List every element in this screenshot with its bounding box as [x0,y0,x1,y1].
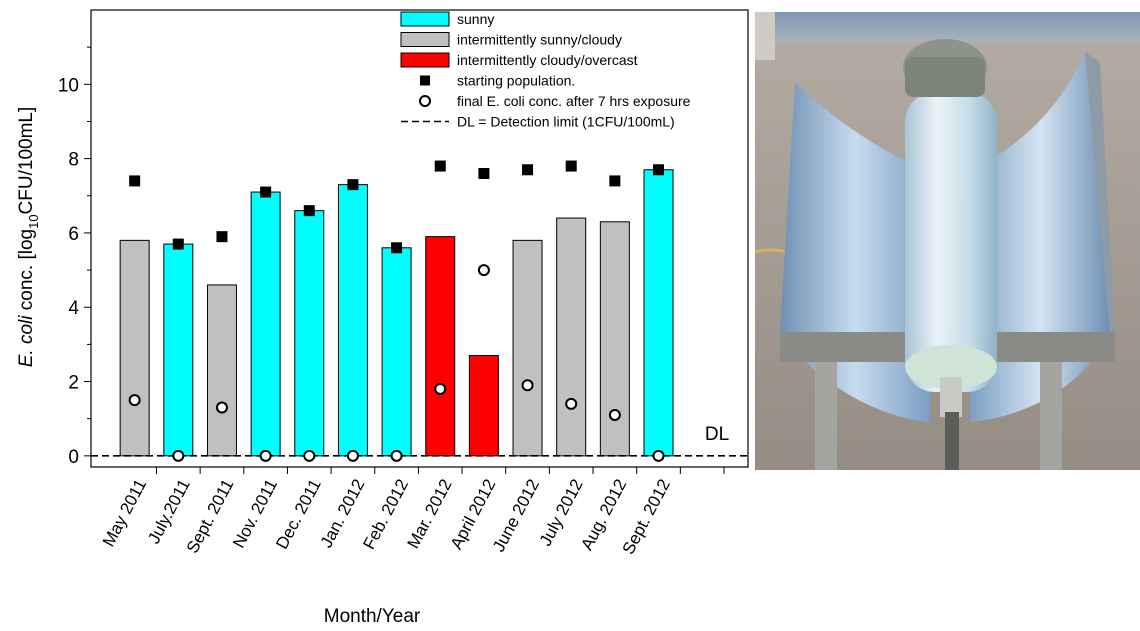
photo-bottom-fitting [940,377,962,417]
x-axis-title: Month/Year [324,606,421,627]
legend-swatch [400,32,450,47]
final-concentration-marker [565,397,578,410]
bar [206,284,237,457]
bar [119,239,150,457]
x-tick-label: July 2012 [536,476,587,549]
final-concentration-marker [215,401,228,414]
legend-label: starting population. [457,73,575,89]
bar [294,210,325,457]
legend-square-marker [420,75,430,86]
plot-area [90,9,749,468]
starting-population-marker [347,179,359,191]
legend-label: intermittently cloudy/overcast [457,52,638,68]
bar [250,191,281,457]
x-tick-label: May 2011 [99,476,150,550]
photo-tube-water [905,345,997,389]
y-axis-title-post: CFU/100mL] [16,107,37,215]
photo-rail-left [815,362,837,470]
starting-population-marker [522,164,534,176]
final-concentration-marker [608,408,621,421]
starting-population-marker [303,205,315,217]
photo-rooftop-block [755,12,775,60]
final-concentration-marker [128,394,141,407]
bar [468,355,499,457]
bar [556,217,587,457]
legend-label: DL = Detection limit (1CFU/100mL) [457,114,675,130]
y-tick-label: 4 [68,298,79,319]
starting-population-marker [129,175,141,187]
final-concentration-marker [477,264,490,277]
legend-swatch [400,11,450,27]
x-tick-label: July.2011 [144,476,194,547]
photo-tube-cap-body [905,57,985,97]
y-axis-title-pre: conc. [log [16,229,37,316]
y-tick-label: 0 [68,447,79,468]
final-concentration-marker [172,449,185,462]
final-concentration-marker [390,449,403,462]
legend-label: sunny [457,11,494,27]
photo-mirror-right [970,52,1110,422]
y-tick-label: 8 [68,150,79,171]
detection-limit-label: DL [705,424,729,445]
bar [643,169,674,457]
final-concentration-marker [434,382,447,395]
y-axis: 0 2 4 6 8 10 [58,46,91,468]
legend-label: intermittently sunny/cloudy [457,32,622,48]
y-tick-label: 10 [58,75,79,96]
bar [381,247,412,457]
markers-group [128,160,665,462]
photo-mirror-edge-right [1085,52,1115,332]
final-concentration-marker [346,449,359,462]
legend-swatch [400,52,450,68]
photo-rail-right [1040,362,1062,470]
photo-stand [945,412,959,470]
y-axis-title: E. coli conc. [log10CFU/100mL] [16,107,41,368]
starting-population-marker [434,160,446,172]
final-concentration-marker [652,449,665,462]
legend-circle-marker [419,95,431,107]
bar [425,236,456,457]
starting-population-marker [216,231,228,243]
final-concentration-marker [303,449,316,462]
bar [337,184,368,457]
y-tick-label: 6 [68,224,79,245]
starting-population-marker [653,164,665,176]
photo-glass-tube [905,92,997,392]
y-axis-title-italic: E. coli [16,315,37,368]
y-axis-title-sub: 10 [26,214,41,228]
starting-population-marker [565,160,577,172]
starting-population-marker [260,186,272,198]
bars-group [119,169,674,457]
plot-frame [90,9,749,468]
starting-population-marker [172,238,184,250]
photo-solar-reactor [755,12,1140,470]
y-tick-label: 2 [68,373,79,394]
starting-population-marker [391,242,403,254]
final-concentration-marker [521,379,534,392]
legend: sunny intermittently sunny/cloudy intermit… [400,11,691,130]
bar [163,243,194,457]
starting-population-marker [478,167,490,179]
legend-label: final E. coli conc. after 7 hrs exposure [457,93,691,109]
bar [512,239,543,457]
final-concentration-marker [259,449,272,462]
starting-population-marker [609,175,621,187]
